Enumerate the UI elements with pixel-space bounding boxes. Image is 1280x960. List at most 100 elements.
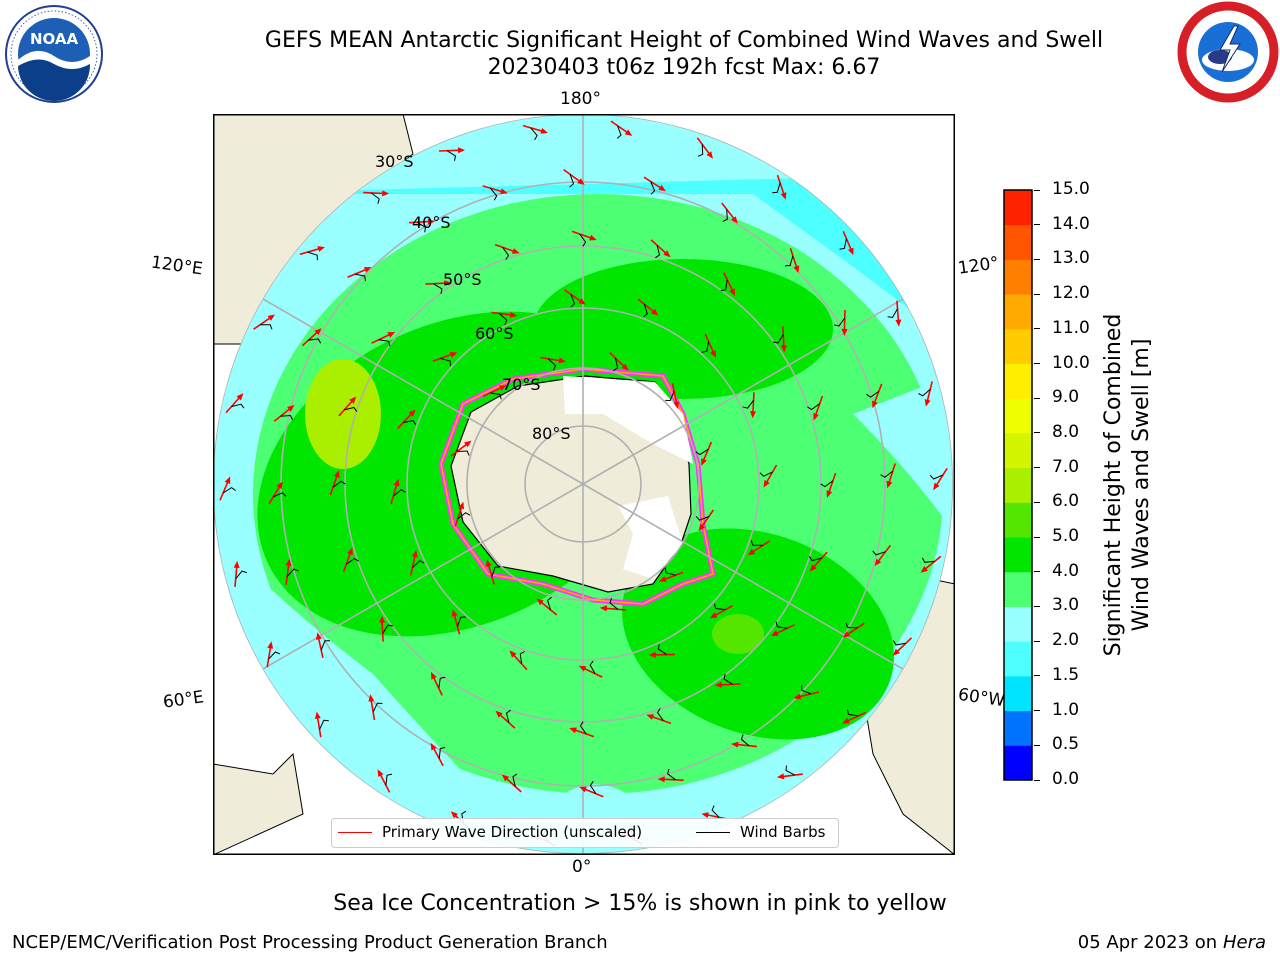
map-legend: Primary Wave Direction (unscaled) Wind B… <box>331 818 839 848</box>
footer-branch: NCEP/EMC/Verification Post Processing Pr… <box>12 932 608 953</box>
wave-arrow <box>299 247 322 256</box>
wave-arrow-head <box>886 480 893 489</box>
wave-arrow <box>735 743 758 748</box>
wave-arrow-head <box>349 396 357 404</box>
wave-arrow <box>789 248 799 270</box>
wind-barb <box>750 540 763 546</box>
wave-arrow <box>511 652 528 671</box>
wind-barb <box>502 247 510 260</box>
wave-arrow <box>219 479 230 501</box>
wind-barb <box>512 773 518 787</box>
wave-arrow-head <box>658 184 666 192</box>
wind-barb <box>697 144 704 157</box>
colorbar-tick-label: 6.0 <box>1052 491 1080 512</box>
colorbar-segment <box>1004 641 1032 677</box>
wave-arrow <box>371 332 392 344</box>
wave-arrow <box>661 778 684 781</box>
wave-arrow <box>563 289 583 304</box>
wave-arrow-head <box>233 560 240 569</box>
wave-arrow-head <box>224 476 231 484</box>
wind-barb <box>579 721 587 735</box>
wave-arrow <box>662 571 684 581</box>
wave-arrow-head <box>698 523 706 532</box>
wind-barb <box>307 251 318 261</box>
wave-arrow-head <box>895 319 902 327</box>
wave-arrow-head <box>314 711 321 719</box>
wind-barb <box>772 182 781 194</box>
legend-label: Primary Wave Direction (unscaled) <box>382 823 643 841</box>
wave-arrow-head <box>363 267 372 273</box>
wave-arrow-head <box>449 352 458 358</box>
colorbar-tick-label: 1.0 <box>1052 699 1080 720</box>
wave-arrow-head <box>658 576 667 582</box>
wave-arrow <box>721 202 736 221</box>
wind-barb <box>667 768 676 781</box>
wind-barb <box>332 480 346 488</box>
map-subtitle: 20230403 t06z 192h fcst Max: 6.67 <box>487 55 881 80</box>
colorbar-segment <box>1004 224 1032 260</box>
lon-label-60e: 60°E <box>161 687 206 713</box>
wave-arrow <box>425 282 448 285</box>
wind-barb <box>457 512 471 520</box>
lon-label-60w: 60°W <box>956 684 1007 712</box>
colorbar-segment <box>1004 190 1032 226</box>
wind-barb <box>722 209 728 222</box>
wave-arrow-head <box>714 681 722 688</box>
wind-barb <box>880 470 894 478</box>
wave-arrow <box>234 564 238 587</box>
wave-arrow-head <box>776 773 785 780</box>
wave-arrow-head <box>842 717 850 724</box>
wind-barb <box>403 419 417 425</box>
wave-arrow <box>381 619 384 642</box>
legend-item-wind-barbs: Wind Barbs <box>696 823 825 841</box>
wind-barb <box>609 598 619 610</box>
colorbar-tick-label: 0.0 <box>1052 769 1080 789</box>
wave-arrow-head <box>285 558 292 567</box>
wind-barb <box>872 550 886 556</box>
colorbar-segment <box>1004 675 1032 712</box>
wind-barb <box>286 568 299 577</box>
wind-barb <box>446 150 457 161</box>
wind-barb <box>785 765 796 776</box>
wind-barb <box>320 640 330 651</box>
wave-arrow <box>539 600 558 616</box>
wave-arrow-head <box>826 490 833 498</box>
wave-arrow-head <box>287 405 295 412</box>
wave-arrow-head <box>379 615 386 623</box>
wind-barb <box>742 399 754 409</box>
wave-arrow <box>504 776 522 793</box>
wave-arrow-head <box>813 412 819 421</box>
colorbar-segment <box>1004 571 1032 607</box>
wave-arrow <box>438 149 462 152</box>
wave-arrow-head <box>701 458 707 466</box>
wave-arrow <box>522 124 545 133</box>
colorbar-tick-label: 12.0 <box>1052 283 1090 304</box>
wave-arrow <box>845 711 866 723</box>
wind-barb <box>801 685 812 695</box>
wind-barb <box>280 414 294 421</box>
wind-barb <box>775 621 788 629</box>
wave-arrow-head <box>501 774 510 782</box>
wave-arrow-head <box>599 605 607 612</box>
colorbar-tick-label: 7.0 <box>1052 456 1080 477</box>
wind-barb <box>235 570 247 580</box>
wave-arrow <box>370 698 376 721</box>
wave-arrow <box>827 472 837 495</box>
wave-arrow <box>696 137 712 156</box>
colorbar-segment <box>1004 467 1032 503</box>
wind-barb <box>393 489 406 497</box>
wave-arrow-head <box>729 288 735 297</box>
wave-arrow-head <box>267 314 275 321</box>
colorbar-tick <box>1034 328 1040 330</box>
wave-arrow <box>571 230 594 240</box>
colorbar-tick <box>1034 363 1040 365</box>
wave-arrow <box>342 550 352 573</box>
wave-arrow-head <box>578 298 586 305</box>
colorbar-frame <box>1003 189 1033 781</box>
wind-barb <box>490 392 502 400</box>
wind-barb <box>921 557 935 563</box>
wind-barb <box>773 334 784 344</box>
colorbar-tick <box>1034 744 1040 746</box>
wind-barb <box>308 338 322 344</box>
colorbar-tick <box>1034 224 1040 226</box>
